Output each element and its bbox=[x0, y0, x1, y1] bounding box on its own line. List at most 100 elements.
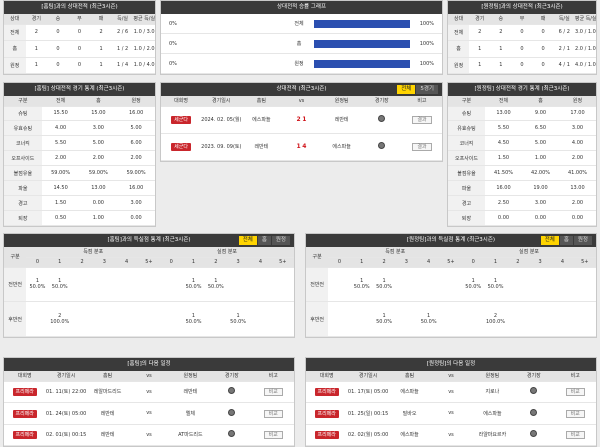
cell: 볼점유율 bbox=[4, 165, 42, 182]
header-row: 0 1 2 3 4 5+ 0 1 2 3 4 5+ bbox=[306, 257, 596, 268]
compare-button[interactable]: 비교 bbox=[263, 431, 283, 440]
cell: 0 bbox=[532, 40, 554, 58]
cell: 슈팅 bbox=[4, 106, 42, 122]
bin-header: 3 bbox=[93, 257, 116, 268]
header-row: 대회명 경기일시 홈팀 vs 원정팀 경기장 비고 bbox=[161, 96, 442, 107]
header-row: 대회명 경기일시 홈팀 vs 원정팀 경기장 비고 bbox=[4, 371, 294, 382]
table: 상대 경기 승 무 패 득/실 평균 득/실 전체 2 2 0 0 6 / 2 3.0 / 1.0 홈 1 1 0… bbox=[448, 14, 596, 74]
vs: vs bbox=[128, 424, 170, 446]
row: 원정 1 0 0 1 1 / 4 1.0 / 4.0 bbox=[4, 57, 155, 74]
cell: 5.00 bbox=[79, 135, 118, 152]
column-header: 원정팀 bbox=[471, 371, 514, 382]
cell: 2 bbox=[90, 24, 112, 41]
compare-button[interactable]: 비교 bbox=[263, 388, 283, 397]
compare-button[interactable]: 비교 bbox=[565, 431, 585, 440]
header-row: 구분 득점 분포 실점 분포 bbox=[4, 247, 294, 268]
cell: 42.00% bbox=[522, 165, 559, 182]
cell bbox=[70, 301, 94, 337]
tab[interactable]: 전체 bbox=[238, 236, 257, 245]
tab[interactable]: 원정 bbox=[573, 236, 592, 245]
win-bar bbox=[314, 39, 410, 48]
cell: 16.00 bbox=[485, 180, 522, 197]
compare-button[interactable]: 비교 bbox=[263, 409, 283, 418]
stadium-icon bbox=[530, 408, 538, 416]
bin-header: 5+ bbox=[573, 257, 596, 268]
cell: 2.0 / 1.0 bbox=[574, 40, 596, 58]
column-header: 무 bbox=[511, 14, 533, 25]
percent: 50.0% bbox=[29, 284, 46, 291]
cell bbox=[395, 267, 418, 303]
panel: [원정팀]과의 득실점 통계 (최근3시즌) 전체 홈 원정 구분 득점 분포 실점 분포 0… bbox=[305, 233, 597, 338]
home: 레알마드리드 bbox=[86, 381, 129, 403]
count: 1 bbox=[360, 278, 364, 285]
column-header: 홈 bbox=[79, 96, 118, 107]
win-left: 0% bbox=[169, 60, 177, 67]
row: 퇴장 0.00 0.00 0.00 bbox=[448, 210, 596, 226]
column-header: 승 bbox=[490, 14, 512, 25]
cell: 프리메라 bbox=[306, 424, 348, 446]
cell bbox=[93, 267, 116, 303]
cell: 프리메라 bbox=[4, 402, 46, 425]
win-right: 100% bbox=[419, 40, 434, 47]
cell bbox=[328, 301, 351, 337]
column-header: 경기장 bbox=[513, 371, 555, 382]
cell: 0.50 bbox=[41, 210, 80, 226]
tab[interactable]: 홈 bbox=[559, 236, 573, 245]
cell bbox=[160, 301, 183, 337]
tab[interactable]: 원정 bbox=[271, 236, 290, 245]
column-header: 실점 분포 bbox=[160, 247, 294, 258]
column-header: 상대 bbox=[448, 14, 470, 25]
league-badge: 프리메라 bbox=[12, 409, 37, 418]
cell: 파울 bbox=[4, 180, 42, 197]
cell: 볼점유율 bbox=[448, 165, 485, 182]
tab[interactable]: 홈 bbox=[257, 236, 271, 245]
panel-title: [원정팀]의 다음 일정 bbox=[306, 358, 596, 371]
tab[interactable]: 전체 bbox=[540, 236, 559, 245]
bin-header: 1 bbox=[182, 257, 205, 268]
tabs: 전체 홈 원정 bbox=[238, 236, 290, 245]
cell: 비교 bbox=[554, 381, 596, 403]
cell bbox=[551, 301, 574, 337]
panel: [원정팀] 상대전적 경기 통계 (최근3시즌) 구분 전체 홈 원정 슈팅 13.00 9.… bbox=[447, 82, 597, 227]
cell: 6.00 bbox=[117, 135, 155, 152]
cell bbox=[551, 267, 574, 303]
compare-button[interactable]: 비교 bbox=[565, 388, 585, 397]
league-badge: 프리메라 bbox=[12, 431, 37, 440]
bin-header: 0 bbox=[26, 257, 49, 268]
count: 2 bbox=[493, 313, 498, 320]
cell: 59.00% bbox=[79, 165, 118, 182]
tab[interactable]: 전체 bbox=[397, 85, 416, 94]
count: 1 bbox=[214, 278, 218, 285]
cell: 0 bbox=[68, 40, 91, 58]
percent: 50.0% bbox=[353, 284, 370, 291]
cell bbox=[249, 267, 272, 303]
row: 파울 16.00 19.00 13.00 bbox=[448, 180, 596, 197]
row: 세군다 2024. 02. 05(월) 에스파뇰 2 1 레반테 결과 bbox=[161, 106, 442, 134]
home: 에스파뇰 bbox=[388, 424, 431, 446]
win-label: 원정 bbox=[294, 61, 304, 67]
cell: 퇴장 bbox=[448, 210, 485, 226]
header-row: 대회명 경기일시 홈팀 vs 원정팀 경기장 비고 bbox=[306, 371, 596, 382]
tab[interactable]: 5경기 bbox=[416, 85, 438, 94]
cell: 코너킥 bbox=[4, 135, 42, 152]
cell bbox=[160, 267, 183, 303]
home: 에스파뇰 bbox=[388, 381, 431, 403]
panel: [원정팀]의 다음 일정 대회명 경기일시 홈팀 vs 원정팀 경기장 비고 프리메라 01. 1… bbox=[305, 357, 597, 447]
result-button[interactable]: 결과 bbox=[412, 143, 432, 152]
column-header: 경기 bbox=[469, 14, 491, 25]
cell: 오프사이드 bbox=[448, 150, 485, 167]
column-header: 비고 bbox=[252, 371, 294, 382]
result-button[interactable]: 결과 bbox=[412, 116, 432, 125]
compare-button[interactable]: 비교 bbox=[565, 409, 585, 418]
cell: 1 50.0% bbox=[182, 301, 205, 337]
column-header: 평균 득/실 bbox=[574, 14, 596, 25]
cell bbox=[506, 301, 529, 337]
cell: 2 100.0% bbox=[484, 301, 507, 337]
cell: 1 50.0% bbox=[372, 301, 396, 337]
column-header: 전체 bbox=[485, 96, 522, 107]
cell: 프리메라 bbox=[4, 424, 46, 446]
cell: 3.0 / 1.0 bbox=[574, 24, 596, 41]
